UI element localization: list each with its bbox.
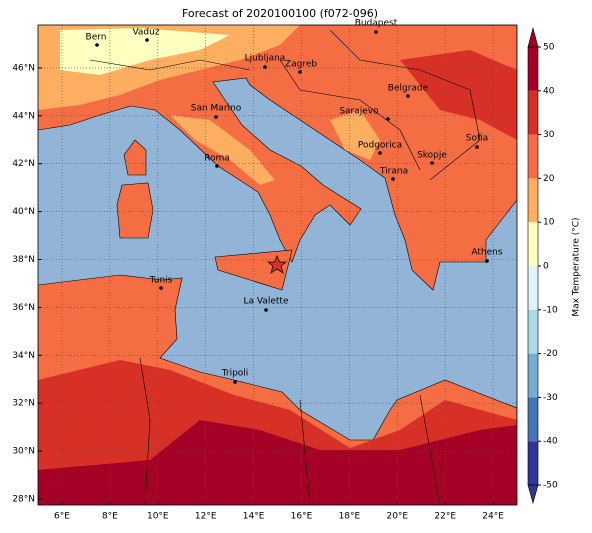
x-tick-label: 18°E bbox=[339, 512, 361, 522]
event-star bbox=[266, 254, 288, 274]
city-label: Zagreb bbox=[285, 60, 317, 70]
city-dot bbox=[475, 145, 479, 149]
corsica bbox=[123, 139, 147, 176]
colorbar-tick-label: -40 bbox=[543, 437, 558, 447]
y-tick-label: 46°N bbox=[12, 63, 35, 73]
title: Forecast of 2020100100 (f072-096) bbox=[182, 7, 378, 20]
x-tick-label: 6°E bbox=[54, 512, 70, 522]
graticule: 6°E 8°E 10°E 12°E 14°E 16°E 18°E 20°E 22°E 24°E 28… bbox=[12, 25, 517, 522]
colorbar-tick-label: 30 bbox=[543, 130, 555, 140]
city-label: Tirana bbox=[379, 167, 408, 177]
colorbar: -50 -40 -30 -20 -10 0 10 20 30 40 50 bbox=[527, 26, 558, 505]
city-label: Sarajevo bbox=[339, 107, 379, 117]
colorbar-segment bbox=[528, 353, 538, 398]
city-dot bbox=[378, 151, 382, 155]
land-sahara-hottest bbox=[38, 420, 517, 505]
colorbar-segment bbox=[528, 134, 538, 179]
map-frame bbox=[37, 24, 518, 506]
x-tick-label: 22°E bbox=[434, 512, 456, 522]
colorbar-segment bbox=[528, 222, 538, 266]
city-label: Tunis bbox=[149, 276, 173, 286]
city-label: Tripoli bbox=[221, 369, 249, 379]
colorbar-segment bbox=[528, 178, 538, 223]
city-dot bbox=[159, 286, 163, 290]
city-dot bbox=[264, 308, 268, 312]
colorbar-tick-label: 20 bbox=[543, 174, 555, 184]
y-tick-label: 38°N bbox=[12, 255, 35, 265]
city-label: Roma bbox=[204, 154, 230, 164]
colorbar-tick-label: -10 bbox=[543, 305, 558, 315]
y-tick-label: 28°N bbox=[12, 495, 35, 505]
colorbar-segment bbox=[528, 441, 538, 485]
city-dot bbox=[214, 115, 218, 119]
x-tick-label: 24°E bbox=[482, 512, 504, 522]
city-dot bbox=[485, 259, 489, 263]
city-dot bbox=[430, 161, 434, 165]
colorbar-tick-label: 50 bbox=[543, 43, 555, 53]
city-label: La Valette bbox=[244, 297, 289, 307]
map bbox=[38, 25, 517, 505]
x-tick-label: 12°E bbox=[195, 512, 217, 522]
city-dot bbox=[374, 30, 378, 34]
city-dot bbox=[95, 43, 99, 47]
y-tick-label: 30°N bbox=[12, 447, 35, 457]
city-dot bbox=[386, 117, 390, 121]
city-dot bbox=[391, 177, 395, 181]
city-label: Podgorica bbox=[358, 141, 402, 151]
y-tick-label: 32°N bbox=[12, 399, 35, 409]
x-tick-label: 20°E bbox=[386, 512, 408, 522]
x-tick-label: 10°E bbox=[147, 512, 169, 522]
city-dot bbox=[406, 94, 410, 98]
y-tick-label: 44°N bbox=[12, 111, 35, 121]
city-label: Belgrade bbox=[388, 84, 429, 94]
country-borders bbox=[89, 29, 481, 505]
colorbar-segment bbox=[528, 266, 538, 310]
city-label: Vaduz bbox=[132, 28, 159, 38]
colorbar-extend-bottom bbox=[527, 484, 539, 505]
land-apennines bbox=[170, 115, 275, 185]
city-label: Budapest bbox=[355, 19, 398, 29]
sardinia bbox=[116, 182, 154, 239]
land-balkans-hot bbox=[400, 50, 517, 140]
x-tick-label: 8°E bbox=[102, 512, 118, 522]
x-tick-label: 16°E bbox=[291, 512, 313, 522]
city-dot bbox=[263, 65, 267, 69]
land-balkans-warm bbox=[330, 110, 380, 160]
colorbar-segment bbox=[528, 309, 538, 354]
colorbar-label: Max Temperature (°C) bbox=[572, 217, 582, 316]
city-label: Bern bbox=[86, 33, 107, 43]
colorbar-segment bbox=[528, 90, 538, 135]
colorbar-segment bbox=[528, 47, 538, 91]
colorbar-tick-label: 0 bbox=[543, 262, 549, 272]
colorbar-tick-label: -20 bbox=[543, 349, 558, 359]
city-label: Ljubljana bbox=[245, 54, 286, 64]
city-label: San Marino bbox=[191, 104, 242, 114]
city-dot bbox=[215, 164, 219, 168]
colorbar-tick-label: -50 bbox=[543, 481, 558, 491]
y-tick-label: 34°N bbox=[12, 351, 35, 361]
colorbar-tick-label: 40 bbox=[543, 86, 555, 96]
y-tick-label: 42°N bbox=[12, 159, 35, 169]
city-dot bbox=[298, 70, 302, 74]
colorbar-extend-top bbox=[527, 26, 539, 48]
colorbar-segment bbox=[528, 397, 538, 442]
colorbar-tick-label: -30 bbox=[543, 393, 558, 403]
city-label: Skopje bbox=[417, 151, 447, 161]
city-label: Sofia bbox=[466, 134, 488, 144]
y-tick-label: 36°N bbox=[12, 303, 35, 313]
city-dot bbox=[233, 380, 237, 384]
x-tick-label: 14°E bbox=[243, 512, 265, 522]
y-tick-label: 40°N bbox=[12, 207, 35, 217]
colorbar-tick-label: 10 bbox=[543, 218, 555, 228]
sicily bbox=[214, 249, 293, 291]
city-label: Athens bbox=[471, 248, 502, 258]
city-dot bbox=[145, 38, 149, 42]
land-alps-mild bbox=[60, 28, 230, 75]
